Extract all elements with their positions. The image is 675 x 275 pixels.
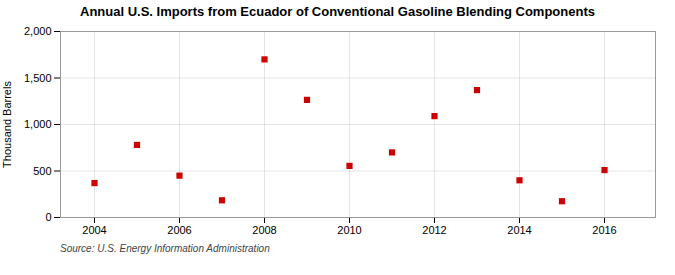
html-text:Annual U.S. Imports from Ecuad: Annual U.S. Imports from Ecuador of Conv… [80,4,595,19]
svg-text:1,500: 1,500 [24,72,52,84]
svg-text:2016: 2016 [592,224,616,236]
html-text:Source: U.S. Energy Informatio: Source: U.S. Energy Information Administ… [60,243,270,254]
svg-text:1,000: 1,000 [24,118,52,130]
svg-text:2004: 2004 [82,224,106,236]
svg-text:2006: 2006 [167,224,191,236]
svg-text:2010: 2010 [337,224,361,236]
svg-text:500: 500 [33,165,51,177]
svg-text:2012: 2012 [422,224,446,236]
svg-text:2014: 2014 [507,224,531,236]
svg-text:2008: 2008 [252,224,276,236]
svg-text:Thousand Barrels: Thousand Barrels [1,81,13,168]
svg-text:0: 0 [45,211,51,223]
svg-text:2,000: 2,000 [24,25,52,37]
